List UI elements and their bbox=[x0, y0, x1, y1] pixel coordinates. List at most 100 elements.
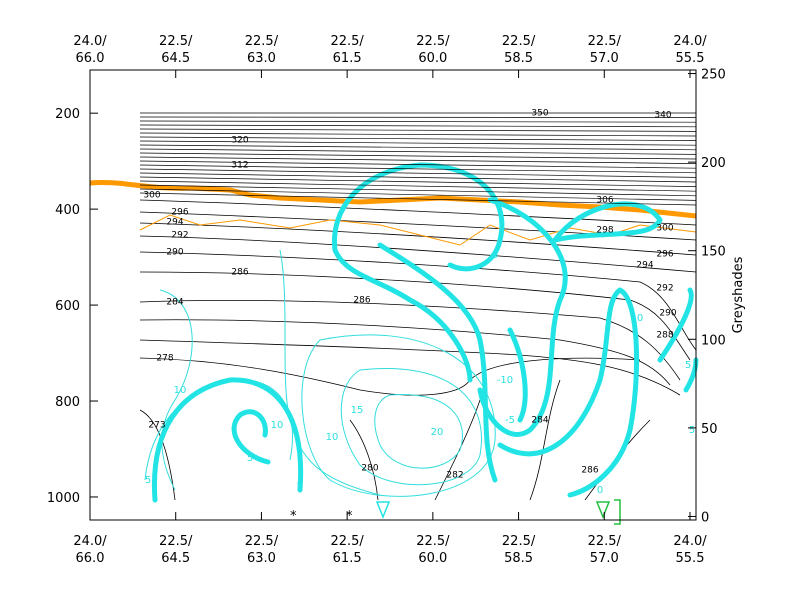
theta-contour bbox=[139, 319, 671, 386]
x-tick-label: 22.5/ bbox=[416, 534, 450, 549]
theta-label: 286 bbox=[231, 268, 248, 278]
x-tick-label: 66.0 bbox=[76, 551, 105, 566]
theta-contour bbox=[139, 136, 697, 141]
star-marker: * bbox=[346, 509, 353, 524]
theta-label: 273 bbox=[148, 421, 165, 431]
theta-contour bbox=[139, 120, 697, 123]
wind-thick bbox=[151, 162, 699, 503]
theta-label: 306 bbox=[596, 196, 613, 206]
theta-contour bbox=[139, 168, 697, 178]
theta-label: 300 bbox=[656, 224, 673, 234]
theta-contour bbox=[139, 156, 697, 164]
theta-label: 350 bbox=[531, 109, 548, 119]
wind-contour bbox=[332, 247, 473, 383]
theta-contour bbox=[139, 144, 697, 151]
y2-tick-label: 50 bbox=[701, 422, 718, 437]
wind-contour bbox=[374, 393, 463, 469]
x-tick-label: 61.5 bbox=[333, 551, 362, 566]
theta-label: 296 bbox=[171, 208, 188, 218]
wind-contour bbox=[279, 249, 381, 496]
wind-contour bbox=[159, 289, 193, 491]
x-tick-label: 22.5/ bbox=[245, 34, 279, 49]
triangle-marker bbox=[595, 501, 611, 520]
theta-label: 298 bbox=[596, 226, 613, 236]
theta-contour bbox=[139, 172, 697, 183]
y2-tick-label: 150 bbox=[701, 245, 726, 260]
theta-contours bbox=[139, 199, 697, 501]
x-tick-label: 58.5 bbox=[504, 51, 533, 66]
x-tick-label: 58.5 bbox=[504, 551, 533, 566]
plot-frame bbox=[89, 69, 697, 521]
markers: * * bbox=[290, 499, 621, 525]
theta-contour bbox=[529, 379, 561, 501]
theta-contour bbox=[139, 222, 697, 256]
wind-contour bbox=[301, 334, 496, 497]
theta-contour bbox=[139, 184, 697, 197]
wind-contour bbox=[231, 409, 271, 465]
y-tick-label: 400 bbox=[55, 203, 80, 218]
theta-label: 340 bbox=[654, 111, 671, 121]
y2-tick-label: 0 bbox=[701, 510, 709, 525]
theta-label: 280 bbox=[361, 464, 378, 474]
x-tick-label: 63.0 bbox=[247, 551, 276, 566]
x-tick-label: 55.5 bbox=[676, 551, 705, 566]
x-tick-label: 22.5/ bbox=[588, 534, 622, 549]
theta-contour bbox=[139, 299, 681, 381]
y2-tick-label: 250 bbox=[701, 68, 726, 83]
x-tick-label: 61.5 bbox=[333, 51, 362, 66]
theta-label: 282 bbox=[446, 471, 463, 481]
wind-contour bbox=[497, 287, 640, 498]
theta-label: 286 bbox=[581, 466, 598, 476]
theta-contour bbox=[139, 148, 697, 155]
x-tick-label: 64.5 bbox=[161, 51, 190, 66]
wind-label: 15 bbox=[351, 405, 364, 416]
y2-tick-label: 200 bbox=[701, 156, 726, 171]
wind-contour bbox=[151, 377, 304, 503]
x-tick-label: 64.5 bbox=[161, 551, 190, 566]
star-marker: * bbox=[290, 509, 297, 524]
wind-label: -5 bbox=[505, 415, 515, 426]
wind-contour bbox=[507, 327, 528, 423]
theta-label: 284 bbox=[166, 298, 183, 308]
wind-contour bbox=[552, 201, 663, 243]
x-tick-label: 22.5/ bbox=[330, 34, 364, 49]
theta-label: 292 bbox=[656, 284, 673, 294]
y-tick-label: 800 bbox=[55, 395, 80, 410]
theta-contour bbox=[139, 140, 697, 146]
theta-contour bbox=[139, 251, 697, 351]
theta-label: 312 bbox=[231, 161, 248, 171]
theta-contour bbox=[139, 128, 697, 132]
wind-label: 0 bbox=[637, 313, 643, 324]
triangle-marker bbox=[375, 501, 391, 520]
theta-contour bbox=[139, 188, 697, 201]
wind-label: 5 bbox=[247, 453, 253, 464]
y2-tick-label: 100 bbox=[701, 333, 726, 348]
theta-contour bbox=[139, 116, 697, 118]
y-tick-label: 200 bbox=[55, 107, 80, 122]
wind-label: 5 bbox=[689, 425, 695, 436]
theta-label: 286 bbox=[353, 296, 370, 306]
theta-label: 284 bbox=[531, 416, 548, 426]
theta-label: 294 bbox=[166, 218, 183, 228]
wind-label: 10 bbox=[271, 420, 284, 431]
theta-label: 294 bbox=[636, 261, 653, 271]
wind-contour bbox=[477, 197, 568, 437]
theta-contour bbox=[139, 235, 697, 273]
wind-contour bbox=[657, 287, 694, 363]
theta-label: 292 bbox=[171, 231, 188, 241]
x-tick-label: 60.0 bbox=[418, 551, 447, 566]
theta-contour bbox=[139, 339, 681, 396]
theta-contour bbox=[434, 399, 481, 501]
theta-label: 296 bbox=[656, 250, 673, 260]
theta-label: 278 bbox=[156, 354, 173, 364]
x-tick-label: 24.0/ bbox=[673, 534, 707, 549]
x-tick-label: 63.0 bbox=[247, 51, 276, 66]
theta-contour bbox=[139, 132, 697, 137]
wind-label: 20 bbox=[431, 427, 444, 438]
theta-contour bbox=[349, 419, 379, 501]
y-tick-label: 600 bbox=[55, 299, 80, 314]
x-tick-label: 24.0/ bbox=[673, 34, 707, 49]
theta-contour bbox=[139, 192, 697, 206]
x-tick-label: 57.0 bbox=[590, 51, 619, 66]
